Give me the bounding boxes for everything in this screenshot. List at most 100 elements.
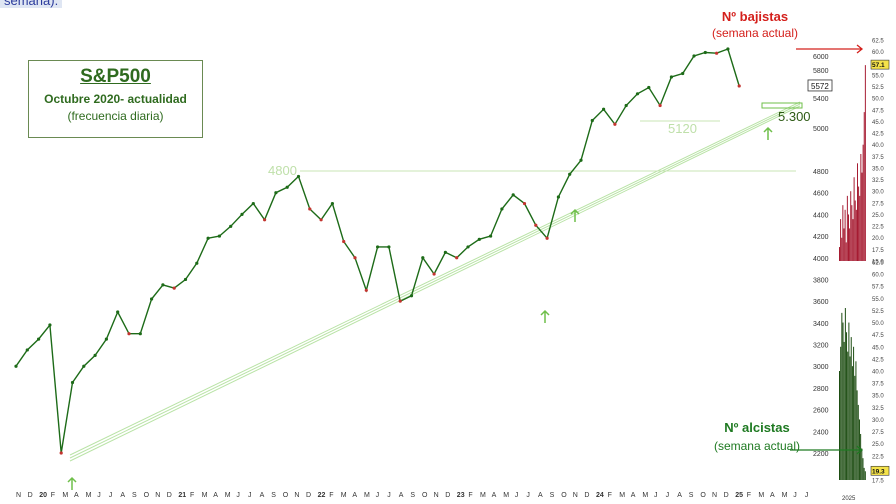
price-point xyxy=(522,201,527,206)
x-tick-label: A xyxy=(677,492,682,499)
title-box: S&P500 Octubre 2020- actualidad (frecuen… xyxy=(28,60,203,138)
x-tick-label: N xyxy=(155,492,160,499)
x-tick-label: D xyxy=(584,492,589,499)
bearish-tick-label: 60.0 xyxy=(872,50,884,56)
price-point xyxy=(443,250,447,254)
x-tick-label: J xyxy=(248,492,252,499)
x-tick-label: J xyxy=(387,492,391,499)
price-point xyxy=(14,364,18,368)
support-trendline-1 xyxy=(69,101,801,456)
bearish-bar xyxy=(861,172,863,261)
x-tick-label: A xyxy=(492,492,497,499)
bearish-bar xyxy=(858,186,860,261)
bullish-tick-label: 27.5 xyxy=(872,430,884,436)
x-tick-label: O xyxy=(561,492,567,499)
bullish-label: Nº alcistas xyxy=(724,420,790,435)
bullish-tick-label: 35.0 xyxy=(872,394,884,400)
bearish-bar xyxy=(849,228,851,261)
bullish-current-box xyxy=(870,465,890,476)
price-point xyxy=(511,193,515,197)
price-point xyxy=(25,348,29,352)
x-tick-label: M xyxy=(202,492,208,499)
panel-pointer-arrows xyxy=(790,44,864,455)
x-tick-label: M xyxy=(642,492,648,499)
x-tick-label: O xyxy=(700,492,706,499)
price-point xyxy=(172,286,176,290)
pivot-arrow-4 xyxy=(763,126,773,140)
price-point xyxy=(556,195,561,199)
price-point xyxy=(534,223,538,227)
bearish-bar xyxy=(864,65,866,262)
bullish-current-value: 19.3 xyxy=(872,468,885,475)
pivot-arrow-1 xyxy=(67,476,77,490)
x-tick-label: S xyxy=(271,492,276,499)
bullish-bar xyxy=(841,312,843,480)
x-tick-label: A xyxy=(399,492,404,499)
y-tick-label: 4200 xyxy=(813,234,829,241)
bearish-bar xyxy=(841,237,843,261)
current-price-label: 5572 xyxy=(811,82,829,91)
price-point xyxy=(342,239,346,244)
x-tick-label: J xyxy=(376,492,380,499)
price-point xyxy=(308,207,312,211)
price-point xyxy=(500,207,504,211)
x-tick-label: O xyxy=(283,492,289,499)
bearish-bar xyxy=(848,214,849,261)
x-tick-label: D xyxy=(28,492,33,499)
x-tick-label: F xyxy=(468,492,472,499)
bearish-tick-label: 15.0 xyxy=(872,260,884,266)
price-point xyxy=(477,237,481,241)
bearish-bar xyxy=(854,200,856,261)
bullish-bar xyxy=(846,332,848,480)
x-tick-label: 21 xyxy=(178,492,186,499)
bearish-bar xyxy=(850,191,852,261)
bullish-tick-label: 62.5 xyxy=(872,261,884,267)
bearish-tick-label: 22.5 xyxy=(872,225,884,231)
x-tick-label: A xyxy=(631,492,636,499)
y-tick-label: 5400 xyxy=(813,96,829,103)
x-tick-label: M xyxy=(86,492,92,499)
bullish-tick-label: 55.0 xyxy=(872,297,884,303)
pivot-arrow-2 xyxy=(540,309,550,323)
x-tick-label: A xyxy=(74,492,79,499)
x-tick-label: 25 xyxy=(735,492,743,499)
x-tick-label: O xyxy=(422,492,428,499)
x-tick-label: S xyxy=(689,492,694,499)
x-tick-label: N xyxy=(294,492,299,499)
level-5300-label: 5.300 xyxy=(778,109,811,124)
x-tick-label: A xyxy=(120,492,125,499)
price-point xyxy=(658,103,662,108)
x-tick-label: J xyxy=(793,492,797,499)
price-point xyxy=(319,218,323,222)
price-point xyxy=(48,323,52,327)
price-point xyxy=(737,84,741,88)
x-tick-label: J xyxy=(236,492,240,499)
bullish-tick-label: 52.5 xyxy=(872,309,884,315)
bearish-tick-label: 25.0 xyxy=(872,213,884,219)
bearish-bar xyxy=(852,219,854,261)
x-tick-label: M xyxy=(364,492,370,499)
price-point xyxy=(602,107,606,111)
x-tick-label: A xyxy=(213,492,218,499)
x-tick-label: A xyxy=(352,492,357,499)
x-tick-label: D xyxy=(306,492,311,499)
price-point xyxy=(613,122,617,126)
y-tick-label: 4800 xyxy=(813,169,829,176)
y-tick-label: 2200 xyxy=(813,451,829,458)
price-point xyxy=(206,236,210,240)
x-tick-label: M xyxy=(758,492,764,499)
y-tick-label: 3400 xyxy=(813,321,829,328)
bullish-tick-label: 60.0 xyxy=(872,273,884,279)
y-tick-label: 3800 xyxy=(813,277,829,284)
x-tick-label: J xyxy=(654,492,658,499)
bullish-bar xyxy=(856,390,858,480)
bullish-year-label: 2025 xyxy=(842,496,856,502)
bearish-tick-label: 17.5 xyxy=(872,248,884,254)
price-point xyxy=(398,299,402,303)
bearish-tick-label: 52.5 xyxy=(872,85,884,91)
price-point xyxy=(251,201,255,206)
bearish-bar xyxy=(851,205,853,261)
bearish-sublabel: (semana actual) xyxy=(711,26,799,40)
bearish-bar xyxy=(846,195,848,261)
bearish-tick-label: 55.0 xyxy=(872,73,884,79)
